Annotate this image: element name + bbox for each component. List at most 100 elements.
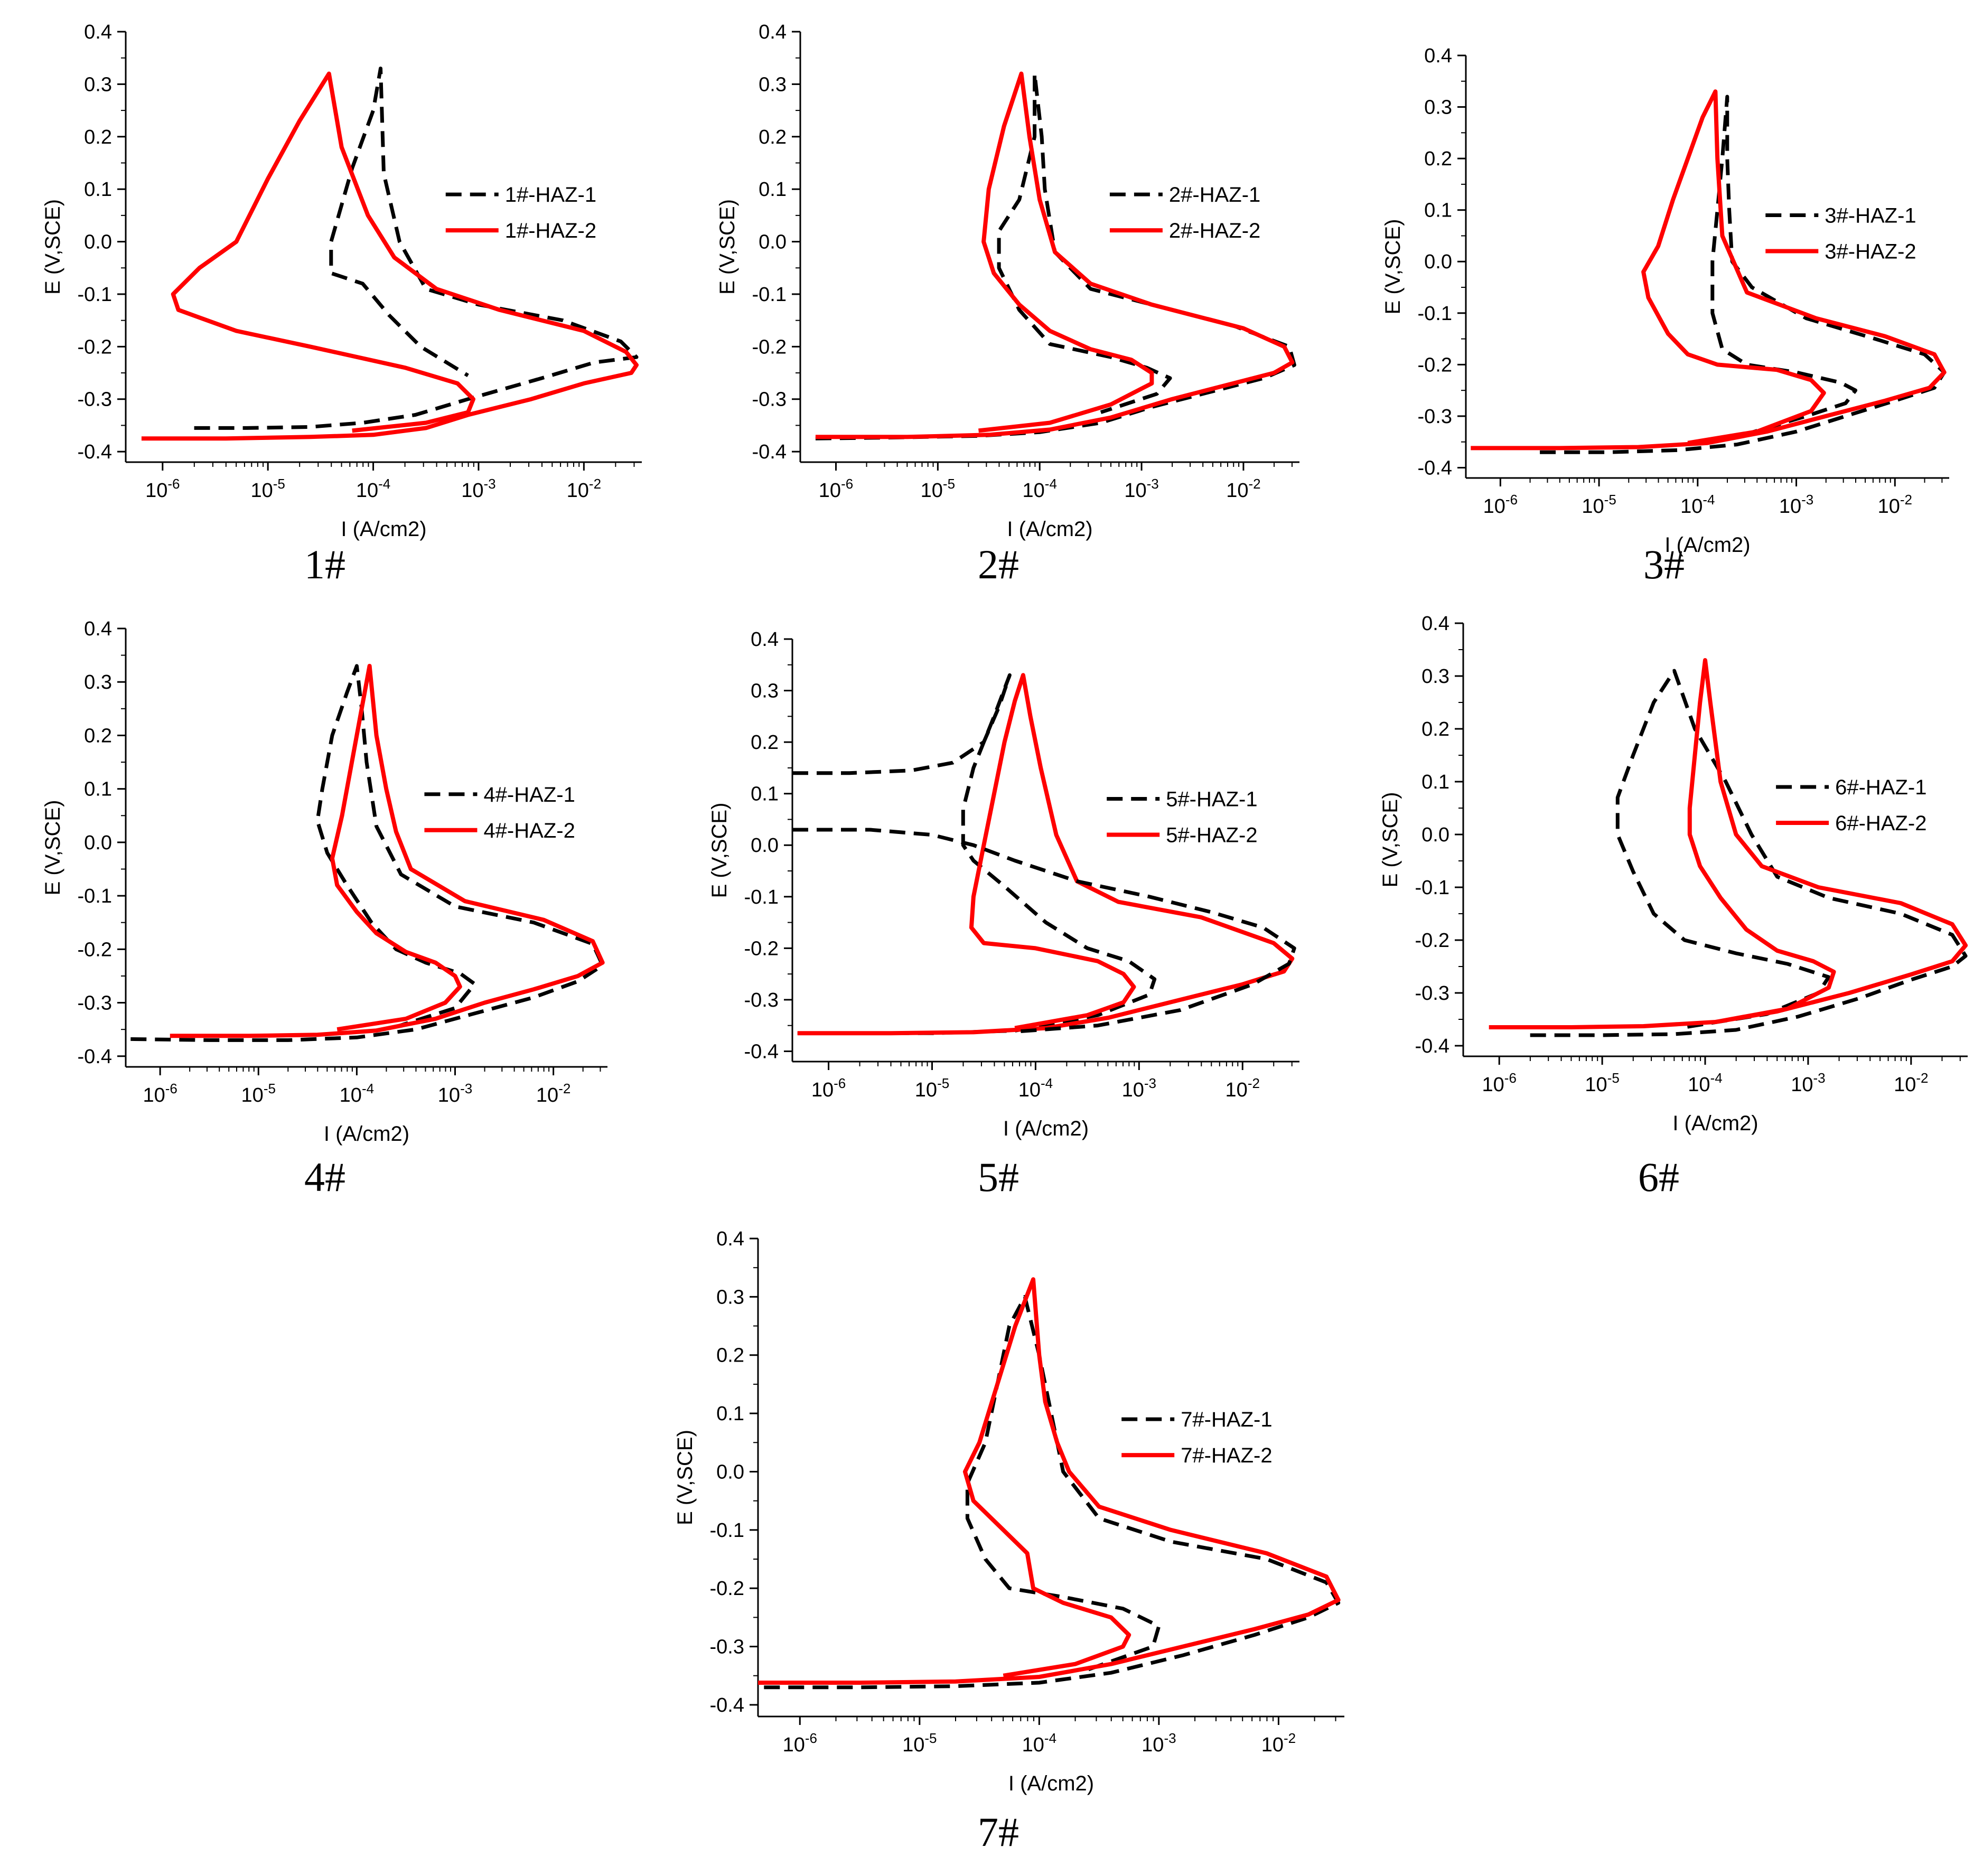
- x-tick-label: 10-3: [1124, 476, 1158, 502]
- panel-caption: 3#: [1643, 541, 1685, 587]
- y-tick-label: 0.4: [84, 21, 112, 43]
- y-tick-label: 0.2: [84, 126, 112, 148]
- y-axis-title: E (V,SCE): [674, 1430, 697, 1525]
- y-tick-label: 0.0: [84, 231, 112, 254]
- y-tick-label: -0.4: [744, 1040, 779, 1063]
- chart-panel-7: -0.4 -0.3 -0.2 -0.1 0.0 0.1 0.2 0.3 0.4 10-6 10-5 1…: [674, 1228, 1344, 1855]
- x-tick-label: 10-4: [1022, 1730, 1056, 1756]
- series-line-black-0: [1540, 95, 1947, 454]
- x-tick-label: 10-5: [250, 476, 285, 502]
- y-tick-label: 0.2: [759, 126, 787, 148]
- x-tick-label: 10-4: [340, 1081, 374, 1106]
- y-tick-label: -0.2: [1415, 930, 1449, 952]
- y-tick-label: 0.3: [1421, 665, 1449, 688]
- y-tick-label: -0.3: [744, 989, 779, 1011]
- y-tick-label: 0.2: [84, 725, 112, 747]
- series-line-red-1: [797, 673, 1295, 1036]
- y-tick-label: -0.3: [78, 992, 112, 1015]
- x-tick-label: 10-4: [1680, 492, 1715, 518]
- x-tick-label: 10-6: [783, 1730, 817, 1756]
- y-tick-label: 0.4: [84, 618, 112, 640]
- y-tick-label: -0.3: [1415, 982, 1449, 1005]
- y-tick-label: -0.1: [752, 284, 787, 306]
- y-tick-label: -0.1: [1415, 877, 1449, 899]
- y-tick-label: 0.0: [759, 231, 787, 254]
- x-tick-label: 10-4: [1023, 476, 1057, 502]
- x-tick-label: 10-2: [1878, 492, 1912, 518]
- x-tick-label: 10-5: [1582, 492, 1616, 518]
- legend-label: 3#-HAZ-1: [1825, 204, 1916, 227]
- series-line-red-1: [1471, 89, 1947, 451]
- y-tick-label: -0.3: [78, 389, 112, 411]
- x-tick-label: 10-5: [241, 1081, 276, 1106]
- chart-panel-1: -0.4 -0.3 -0.2 -0.1 0.0 0.1 0.2 0.3 0.4 10-6 10-5 1…: [41, 21, 642, 587]
- x-tick-label: 10-4: [1018, 1075, 1053, 1101]
- y-tick-label: -0.3: [1418, 406, 1452, 428]
- y-tick-label: -0.4: [78, 441, 112, 463]
- x-tick-label: 10-2: [1226, 476, 1260, 502]
- y-axis-title: E (V,SCE): [1379, 792, 1402, 888]
- legend-label: 5#-HAZ-2: [1166, 823, 1257, 847]
- legend-label: 4#-HAZ-2: [483, 819, 575, 842]
- series-line-black-0: [1530, 669, 1968, 1037]
- y-tick-label: 0.2: [716, 1345, 744, 1367]
- y-tick-label: -0.2: [752, 336, 787, 358]
- x-axis-title: I (A/cm2): [324, 1122, 409, 1146]
- y-tick-label: -0.4: [752, 441, 787, 463]
- y-tick-label: 0.4: [716, 1228, 744, 1250]
- x-tick-label: 10-5: [902, 1730, 937, 1756]
- y-tick-label: -0.1: [78, 885, 112, 907]
- x-tick-label: 10-3: [438, 1081, 472, 1106]
- x-tick-label: 10-2: [1894, 1070, 1928, 1096]
- y-tick-label: 0.1: [759, 179, 787, 201]
- y-axis-title: E (V,SCE): [1381, 219, 1405, 315]
- y-tick-label: 0.0: [1421, 824, 1449, 846]
- y-tick-label: 0.4: [1421, 613, 1449, 635]
- x-tick-label: 10-3: [1122, 1075, 1156, 1101]
- y-axis-title: E (V,SCE): [41, 199, 64, 295]
- x-tick-label: 10-3: [1142, 1730, 1176, 1756]
- x-axis-title: I (A/cm2): [341, 518, 426, 541]
- y-tick-label: 0.4: [759, 21, 787, 43]
- y-tick-label: 0.1: [84, 778, 112, 801]
- y-tick-label: 0.3: [84, 671, 112, 693]
- legend-label: 6#-HAZ-1: [1835, 776, 1926, 799]
- series-line-red-1: [758, 1277, 1341, 1685]
- panel-caption: 2#: [978, 541, 1019, 587]
- y-tick-label: 0.3: [1424, 97, 1452, 119]
- x-tick-label: 10-5: [915, 1075, 949, 1101]
- series-line-red-1: [141, 71, 639, 441]
- legend-label: 4#-HAZ-1: [483, 783, 575, 806]
- x-axis-title: I (A/cm2): [1008, 1772, 1094, 1795]
- series-line-black-0: [194, 67, 639, 430]
- x-tick-label: 10-2: [1261, 1730, 1296, 1756]
- x-tick-label: 10-6: [811, 1075, 846, 1101]
- y-axis-title: E (V,SCE): [716, 199, 739, 295]
- y-tick-label: 0.1: [716, 1403, 744, 1425]
- y-tick-label: 0.2: [1421, 718, 1449, 740]
- panels-group: -0.4 -0.3 -0.2 -0.1 0.0 0.1 0.2 0.3 0.4 10-6 10-5 1…: [41, 21, 1968, 1855]
- legend-label: 7#-HAZ-1: [1181, 1408, 1272, 1431]
- x-tick-label: 10-6: [143, 1081, 177, 1106]
- x-tick-label: 10-5: [1585, 1070, 1619, 1096]
- chart-panel-5: -0.4 -0.3 -0.2 -0.1 0.0 0.1 0.2 0.3 0.4 10-6 10-5 1…: [708, 629, 1299, 1200]
- y-tick-label: -0.2: [78, 939, 112, 961]
- y-tick-label: -0.3: [752, 389, 787, 411]
- x-tick-label: 10-5: [921, 476, 955, 502]
- legend-label: 1#-HAZ-2: [505, 219, 596, 242]
- x-tick-label: 10-4: [356, 476, 390, 502]
- legend-label: 1#-HAZ-1: [505, 183, 596, 207]
- x-axis-title: I (A/cm2): [1007, 518, 1092, 541]
- y-tick-label: -0.1: [1418, 303, 1452, 325]
- chart-panel-2: -0.4 -0.3 -0.2 -0.1 0.0 0.1 0.2 0.3 0.4 10-6 10-5 1…: [716, 21, 1299, 587]
- y-axis-title: E (V,SCE): [708, 803, 731, 898]
- y-tick-label: -0.1: [78, 284, 112, 306]
- x-tick-label: 10-4: [1688, 1070, 1722, 1096]
- x-tick-label: 10-6: [145, 476, 180, 502]
- y-tick-label: -0.2: [1418, 354, 1452, 376]
- y-tick-label: -0.4: [78, 1046, 112, 1068]
- y-tick-label: -0.1: [710, 1519, 744, 1542]
- y-tick-label: 0.2: [751, 731, 779, 754]
- y-tick-label: -0.4: [1418, 457, 1452, 479]
